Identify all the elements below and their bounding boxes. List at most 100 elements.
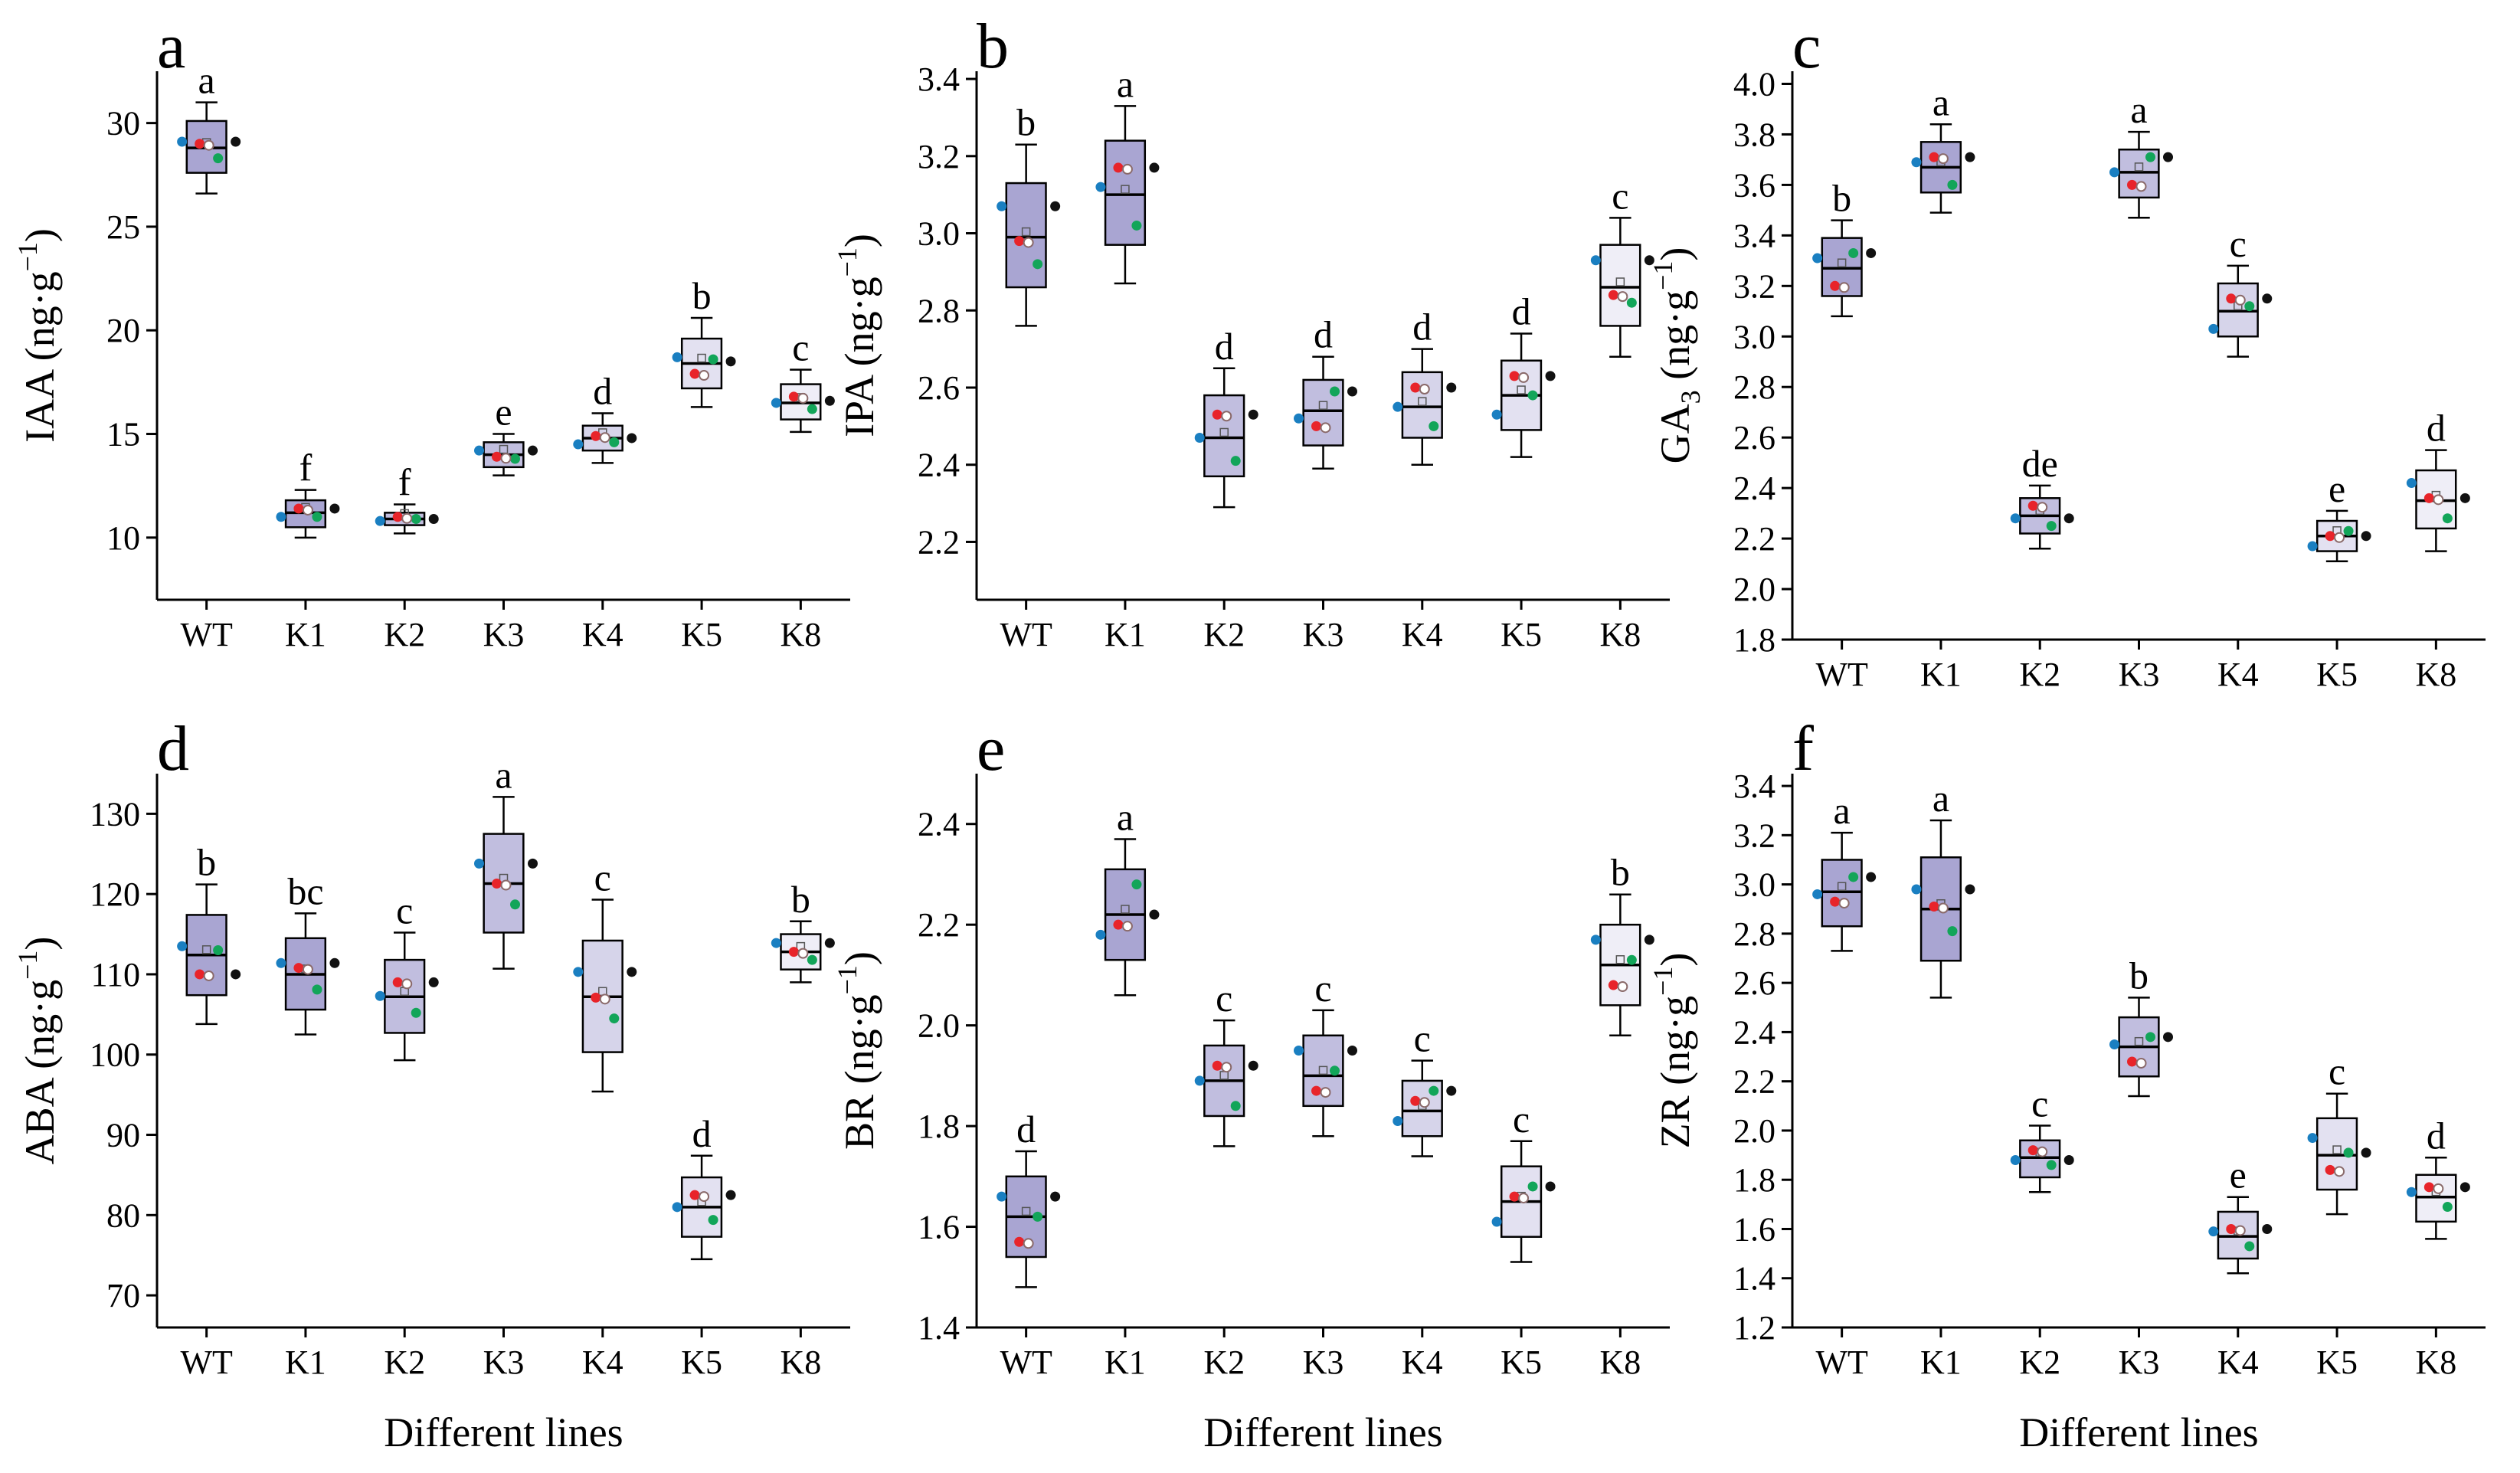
y-axis-label-unit: (ng·g bbox=[1652, 290, 1698, 390]
significance-letter: c bbox=[594, 856, 611, 899]
mean-marker bbox=[2332, 1145, 2342, 1154]
data-point bbox=[474, 858, 484, 869]
data-point bbox=[672, 1202, 682, 1213]
chart-panel-a: 10 15 20 25 30 IAA (ng·g−1) a WT a K1 f K2 f K3 e K4 d K5… bbox=[12, 11, 850, 653]
y-tick-label: 15 bbox=[106, 416, 140, 453]
box-K2: f bbox=[375, 461, 439, 535]
chart-panel-e: 1.4 1.6 1.8 2.0 2.2 2.4 BR (ng·g−1) e WT d K1 a K2 c K… bbox=[832, 713, 1670, 1455]
data-point bbox=[1590, 255, 1601, 266]
data-point-open bbox=[2135, 181, 2147, 192]
box-K5: c bbox=[1491, 1098, 1556, 1263]
mean-marker bbox=[1418, 397, 1427, 406]
y-tick-label: 2.8 bbox=[1733, 915, 1775, 953]
data-point bbox=[725, 1190, 736, 1200]
data-point bbox=[492, 451, 502, 462]
x-tick-label: K5 bbox=[681, 1344, 722, 1381]
data-point-open bbox=[1320, 1087, 1331, 1098]
data-point-open bbox=[1838, 282, 1850, 293]
mean-marker bbox=[201, 945, 211, 954]
significance-letter: a bbox=[2130, 88, 2147, 131]
significance-letter: c bbox=[2031, 1082, 2048, 1125]
x-tick-label: K5 bbox=[1501, 1344, 1542, 1381]
data-point bbox=[2208, 1226, 2219, 1237]
box-WT: b bbox=[997, 101, 1061, 327]
data-point bbox=[2423, 1182, 2434, 1193]
significance-letter: c bbox=[1414, 1017, 1431, 1060]
significance-letter: c bbox=[1314, 967, 1331, 1010]
data-point bbox=[528, 445, 538, 456]
x-tick-label: K2 bbox=[384, 1344, 425, 1381]
y-tick-label: 1.4 bbox=[918, 1309, 960, 1347]
y-axis-label-end: ) bbox=[1652, 247, 1698, 261]
box-K8: b bbox=[1590, 851, 1654, 1037]
significance-letter: a bbox=[198, 59, 215, 102]
y-axis-label: BR (ng·g−1) bbox=[832, 951, 882, 1150]
y-tick-label: 3.0 bbox=[1733, 318, 1775, 355]
data-point bbox=[231, 969, 241, 980]
data-point bbox=[195, 139, 205, 149]
x-tick-label: K5 bbox=[2316, 656, 2358, 693]
data-point bbox=[2361, 531, 2371, 542]
box-K3: e bbox=[474, 391, 538, 476]
data-point bbox=[2262, 293, 2273, 304]
x-tick-label: K8 bbox=[1599, 616, 1641, 653]
data-point bbox=[428, 977, 439, 987]
box-WT: b bbox=[1812, 177, 1877, 318]
data-point bbox=[1294, 1046, 1304, 1056]
data-point bbox=[1866, 247, 1877, 258]
data-point bbox=[1194, 432, 1205, 443]
data-point-open bbox=[1121, 921, 1133, 932]
mean-marker bbox=[1121, 905, 1130, 914]
x-tick-label: K2 bbox=[384, 616, 425, 653]
y-tick-label: 1.6 bbox=[918, 1209, 960, 1246]
box-K3: d bbox=[1294, 313, 1357, 470]
chart-panel-c: 1.8 2.0 2.2 2.4 2.6 2.8 3.0 3.2 3.4 3.6 3.8 4.0 GA3 … bbox=[1648, 11, 2486, 693]
data-point bbox=[1590, 935, 1601, 945]
significance-letter: c bbox=[396, 889, 413, 931]
significance-letter: d bbox=[1412, 306, 1432, 349]
data-point-open bbox=[2234, 1225, 2246, 1236]
data-point bbox=[1491, 409, 1502, 420]
data-point bbox=[2208, 323, 2219, 334]
x-axis-title: Different lines bbox=[384, 1409, 623, 1455]
data-point bbox=[2010, 513, 2021, 524]
data-point bbox=[788, 391, 799, 402]
data-point bbox=[312, 512, 322, 522]
data-point-open bbox=[2234, 294, 2246, 306]
y-axis-label-superscript: −1 bbox=[832, 247, 862, 277]
data-point bbox=[2046, 521, 2057, 532]
data-point bbox=[807, 954, 817, 965]
y-axis-label-main: IAA (ng·g bbox=[17, 271, 63, 442]
y-axis-label: ABA (ng·g−1) bbox=[12, 937, 63, 1165]
data-point bbox=[627, 433, 637, 444]
data-point bbox=[1347, 1046, 1357, 1056]
data-point bbox=[1446, 1085, 1457, 1096]
data-point bbox=[213, 945, 224, 956]
significance-letter: d bbox=[1512, 290, 1531, 332]
data-point bbox=[725, 356, 736, 367]
significance-letter: c bbox=[2329, 1050, 2345, 1093]
x-tick-label: K2 bbox=[1203, 1344, 1245, 1381]
data-point bbox=[1911, 157, 1922, 168]
significance-letter: e bbox=[2329, 467, 2345, 510]
data-point bbox=[2244, 301, 2255, 312]
data-point-open bbox=[1419, 1097, 1430, 1108]
data-point bbox=[708, 1215, 718, 1226]
y-tick-label: 1.6 bbox=[1733, 1210, 1775, 1248]
data-point bbox=[1194, 1075, 1205, 1086]
data-point bbox=[2244, 1241, 2255, 1252]
data-point bbox=[1230, 456, 1241, 466]
data-point bbox=[510, 453, 520, 464]
data-point bbox=[1429, 421, 1439, 431]
significance-letter: c bbox=[792, 326, 809, 369]
data-point bbox=[1947, 179, 1958, 190]
data-point-open bbox=[203, 970, 214, 981]
box-K8: c bbox=[1590, 174, 1654, 358]
box-K4: d bbox=[1393, 306, 1457, 466]
data-point-open bbox=[1937, 902, 1949, 914]
significance-letter: b bbox=[692, 274, 712, 317]
data-point bbox=[1929, 152, 1939, 162]
data-point bbox=[573, 439, 584, 450]
data-point bbox=[177, 136, 188, 147]
y-axis-label-main: BR (ng·g bbox=[836, 994, 882, 1150]
